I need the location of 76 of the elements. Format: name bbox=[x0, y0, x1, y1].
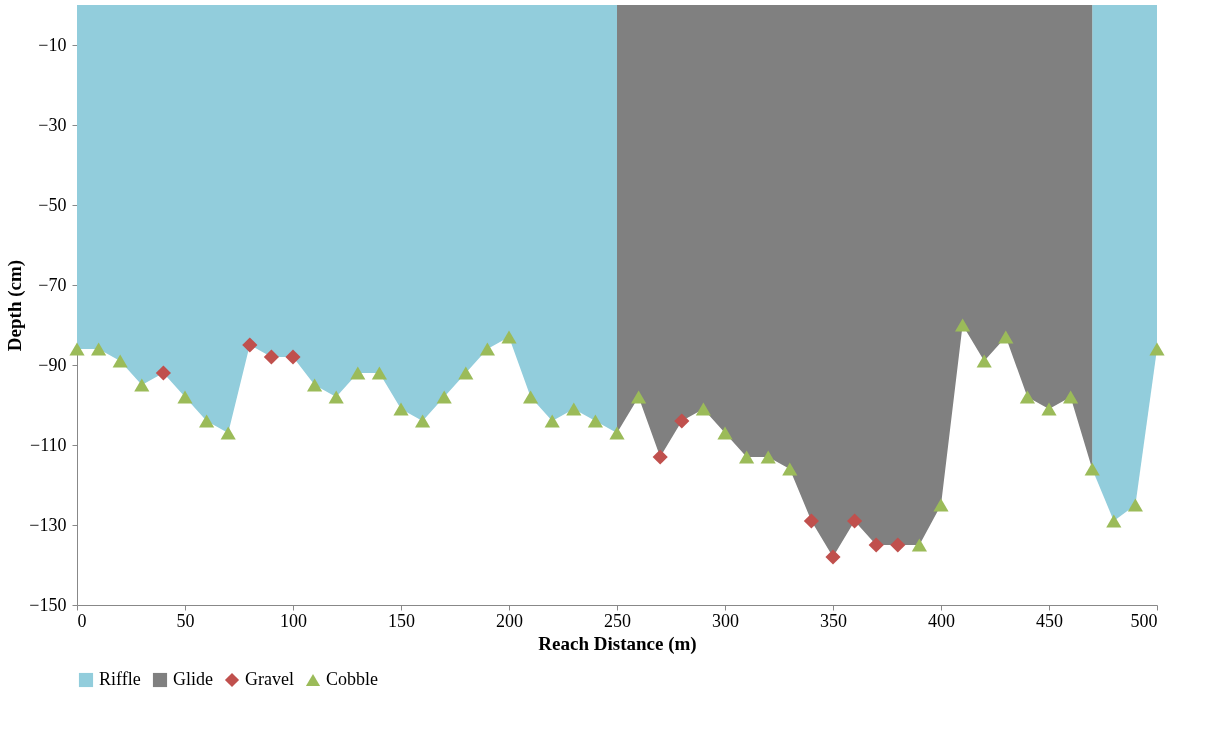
point bbox=[803, 513, 819, 529]
point bbox=[1019, 390, 1035, 404]
point bbox=[479, 342, 495, 356]
y-tick-label: −90 bbox=[38, 354, 67, 375]
point bbox=[155, 365, 171, 381]
point bbox=[609, 426, 625, 440]
y-tick-label: −50 bbox=[38, 194, 67, 215]
point bbox=[890, 537, 906, 553]
legend-label: Glide bbox=[173, 669, 213, 689]
x-tick-label: 100 bbox=[280, 610, 307, 631]
point bbox=[458, 366, 474, 380]
point bbox=[285, 349, 301, 365]
point bbox=[69, 342, 85, 356]
y-tick-label: −130 bbox=[29, 514, 67, 535]
point bbox=[199, 414, 215, 428]
point bbox=[415, 414, 431, 428]
point bbox=[371, 366, 387, 380]
point bbox=[134, 378, 150, 392]
point bbox=[695, 402, 711, 416]
point bbox=[1041, 402, 1057, 416]
x-tick-label: 400 bbox=[928, 610, 955, 631]
x-tick-label: 500 bbox=[1130, 610, 1158, 631]
x-tick-label: 0 bbox=[77, 610, 87, 631]
x-tick-label: 350 bbox=[820, 610, 847, 631]
x-axis-title: Reach Distance (m) bbox=[538, 632, 697, 655]
point bbox=[1084, 462, 1100, 476]
point bbox=[112, 354, 128, 368]
point bbox=[523, 390, 539, 404]
point bbox=[1106, 514, 1122, 528]
point bbox=[911, 538, 927, 552]
point bbox=[1063, 390, 1079, 404]
x-tick-label: 50 bbox=[176, 610, 195, 631]
point bbox=[393, 402, 409, 416]
x-tick-label: 450 bbox=[1036, 610, 1063, 631]
point bbox=[782, 462, 798, 476]
y-tick-label: −150 bbox=[29, 594, 67, 615]
point bbox=[998, 330, 1014, 344]
point bbox=[760, 450, 776, 464]
legend-label: Riffle bbox=[99, 669, 141, 689]
point bbox=[220, 426, 236, 440]
point bbox=[955, 318, 971, 332]
legend-label: Cobble bbox=[326, 669, 379, 689]
legend-label: Gravel bbox=[245, 669, 294, 689]
point bbox=[350, 366, 366, 380]
point bbox=[739, 450, 755, 464]
point bbox=[717, 426, 733, 440]
x-tick-label: 300 bbox=[712, 610, 739, 631]
point bbox=[847, 513, 863, 529]
x-tick-label: 150 bbox=[388, 610, 415, 631]
point bbox=[1127, 498, 1143, 512]
y-tick-label: −30 bbox=[38, 114, 67, 135]
point bbox=[976, 354, 992, 368]
point bbox=[674, 413, 690, 429]
point bbox=[177, 390, 193, 404]
point bbox=[91, 342, 107, 356]
point bbox=[933, 498, 949, 512]
point bbox=[825, 549, 841, 565]
point bbox=[263, 349, 279, 365]
point bbox=[1149, 342, 1165, 356]
point bbox=[566, 402, 582, 416]
y-tick-label: −70 bbox=[38, 274, 67, 295]
point bbox=[631, 390, 647, 404]
y-axis-title: Depth (cm) bbox=[4, 259, 27, 352]
y-tick-label: −10 bbox=[38, 34, 67, 55]
point bbox=[587, 414, 603, 428]
point bbox=[652, 449, 668, 465]
x-tick-label: 200 bbox=[496, 610, 523, 631]
point bbox=[436, 390, 452, 404]
point bbox=[242, 337, 258, 353]
point bbox=[328, 390, 344, 404]
point bbox=[501, 330, 517, 344]
point bbox=[307, 378, 323, 392]
y-tick-label: −110 bbox=[30, 434, 67, 455]
point bbox=[544, 414, 560, 428]
x-tick-label: 250 bbox=[604, 610, 631, 631]
point bbox=[868, 537, 884, 553]
